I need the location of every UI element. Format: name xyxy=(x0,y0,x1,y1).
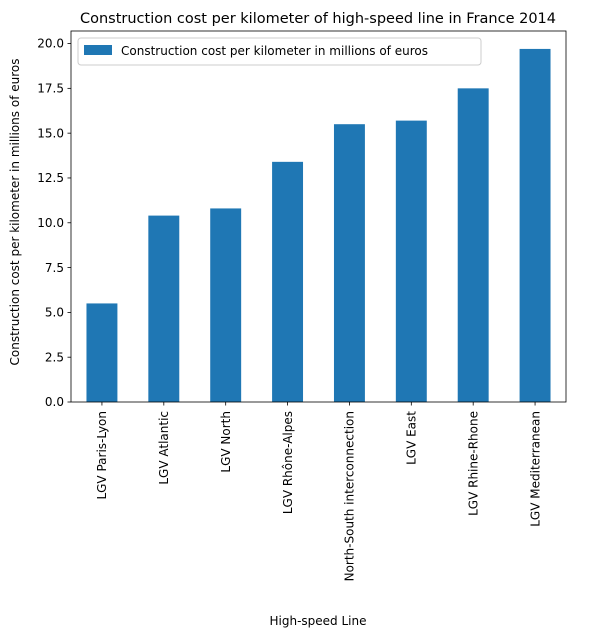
bar xyxy=(272,161,304,402)
y-tick-label: 20.0 xyxy=(37,37,64,51)
bar xyxy=(395,120,427,403)
bar xyxy=(457,88,489,402)
x-tick-label: LGV Paris-Lyon xyxy=(95,411,109,500)
legend: Construction cost per kilometer in milli… xyxy=(77,37,482,66)
y-tick-label: 5.0 xyxy=(45,306,64,320)
x-tick-label: LGV Atlantic xyxy=(157,411,171,485)
x-tick-label: LGV North xyxy=(219,411,233,473)
bar xyxy=(333,124,365,402)
bar xyxy=(519,48,551,403)
bar xyxy=(210,208,242,402)
plot-area: 0.0 2.5 5.0 7.5 10.0 12.5 15.0 17.5 20.0 LGV Pari… xyxy=(37,30,567,581)
chart-title: Construction cost per kilometer of high-… xyxy=(80,11,556,27)
x-axis-label: High-speed Line xyxy=(270,614,367,628)
legend-swatch xyxy=(84,45,112,55)
legend-box xyxy=(77,37,482,66)
x-tick-label: LGV Rhône-Alpes xyxy=(281,411,295,514)
x-tick-label: LGV East xyxy=(405,411,419,465)
y-tick-label: 15.0 xyxy=(37,126,64,140)
bar xyxy=(86,303,118,402)
x-tick-label: LGV Rhine-Rhone xyxy=(466,411,480,516)
y-tick-label: 10.0 xyxy=(37,216,64,230)
y-tick-label: 2.5 xyxy=(45,350,64,364)
y-tick-label: 7.5 xyxy=(45,261,64,275)
y-tick-label: 12.5 xyxy=(37,171,64,185)
bar xyxy=(148,215,180,402)
y-axis-label: Construction cost per kilometer in milli… xyxy=(8,59,22,366)
x-tick-label: LGV Mediterranean xyxy=(528,411,542,527)
y-tick-label: 0.0 xyxy=(45,395,64,409)
plot-frame xyxy=(70,30,567,403)
x-tick-label: North-South interconnection xyxy=(343,411,357,581)
legend-label: Construction cost per kilometer in milli… xyxy=(121,44,428,58)
y-tick-label: 17.5 xyxy=(37,82,64,96)
